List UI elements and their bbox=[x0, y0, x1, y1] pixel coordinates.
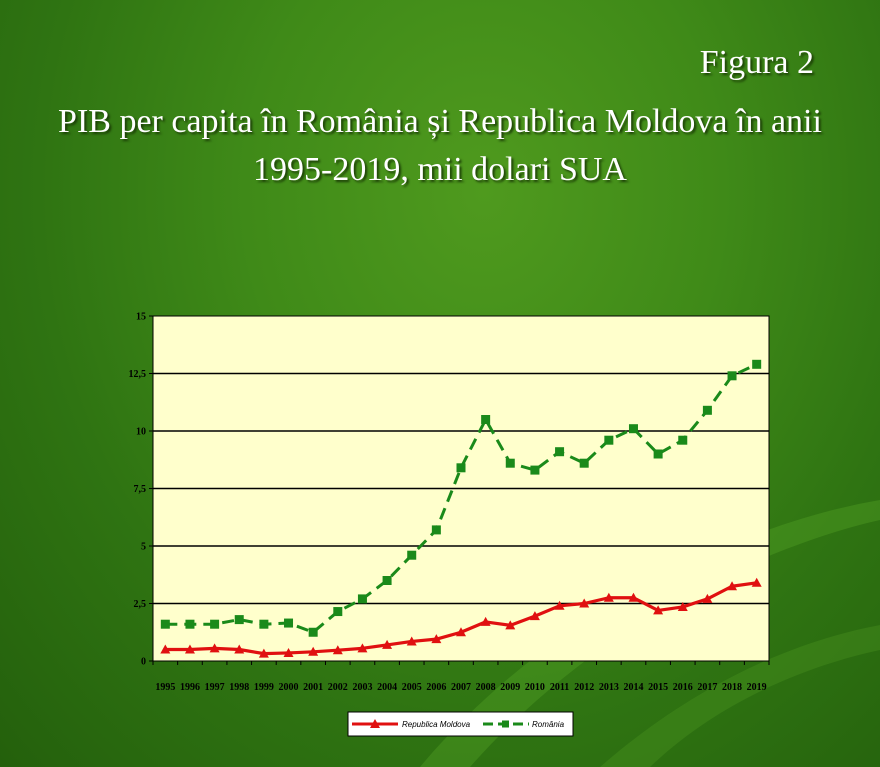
data-point bbox=[284, 618, 294, 628]
data-point bbox=[579, 458, 589, 468]
y-tick-label: 12,5 bbox=[129, 369, 147, 380]
figure-label: Figura 2 bbox=[699, 44, 814, 81]
data-point bbox=[481, 415, 491, 424]
x-tick-label: 2018 bbox=[722, 682, 742, 693]
data-point bbox=[653, 449, 663, 459]
x-tick-label: 2010 bbox=[525, 682, 545, 693]
x-tick-label: 1996 bbox=[180, 682, 200, 693]
series-moldova bbox=[160, 577, 762, 658]
data-point bbox=[407, 550, 417, 560]
data-point bbox=[505, 620, 516, 630]
data-point bbox=[308, 627, 318, 637]
x-tick-label: 2012 bbox=[574, 682, 594, 693]
data-point bbox=[406, 636, 417, 646]
data-point bbox=[653, 605, 664, 615]
y-tick-label: 7,5 bbox=[134, 484, 147, 495]
y-tick-label: 15 bbox=[136, 312, 146, 323]
x-tick-label: 2007 bbox=[451, 682, 471, 693]
x-tick-label: 2006 bbox=[426, 682, 446, 693]
data-point bbox=[308, 646, 319, 656]
x-tick-label: 2013 bbox=[599, 682, 619, 693]
data-point bbox=[210, 619, 220, 629]
data-point bbox=[529, 611, 540, 621]
x-tick-label: 2002 bbox=[328, 682, 348, 693]
data-point bbox=[234, 644, 245, 654]
data-point bbox=[259, 619, 269, 629]
x-tick-label: 2014 bbox=[623, 682, 643, 693]
data-point bbox=[357, 594, 367, 604]
x-tick-label: 2001 bbox=[303, 682, 323, 693]
data-point bbox=[628, 592, 639, 602]
data-point bbox=[160, 619, 170, 629]
x-tick-label: 2019 bbox=[747, 682, 767, 693]
data-point bbox=[751, 577, 762, 587]
data-point bbox=[431, 525, 441, 535]
x-tick-label: 1995 bbox=[155, 682, 175, 693]
legend-marker bbox=[370, 719, 380, 728]
data-point bbox=[752, 359, 762, 369]
legend-label: Republica Moldova bbox=[402, 720, 471, 729]
data-point bbox=[258, 648, 269, 658]
data-point bbox=[702, 593, 713, 603]
data-point bbox=[160, 644, 171, 654]
x-tick-label: 2000 bbox=[279, 682, 299, 693]
data-point bbox=[283, 647, 294, 657]
data-point bbox=[382, 639, 393, 649]
data-point bbox=[727, 581, 738, 591]
data-point bbox=[555, 447, 565, 457]
data-point bbox=[357, 643, 368, 653]
legend: Republica Moldova România bbox=[347, 711, 574, 737]
data-point bbox=[628, 424, 638, 434]
data-point bbox=[382, 576, 392, 585]
data-point bbox=[505, 458, 515, 468]
x-tick-label: 2003 bbox=[352, 682, 372, 693]
data-point bbox=[209, 643, 220, 653]
data-point bbox=[456, 627, 466, 637]
x-tick-label: 2009 bbox=[500, 682, 520, 693]
data-point bbox=[480, 616, 491, 626]
y-tick-label: 10 bbox=[136, 427, 146, 438]
data-point bbox=[677, 601, 688, 611]
x-tick-label: 2004 bbox=[377, 682, 397, 693]
x-tick-label: 2017 bbox=[697, 682, 717, 693]
x-tick-label: 2015 bbox=[648, 682, 668, 693]
data-point bbox=[234, 615, 244, 625]
data-point bbox=[431, 634, 442, 644]
x-tick-label: 2011 bbox=[550, 682, 569, 693]
x-tick-label: 2016 bbox=[673, 682, 693, 693]
y-tick-label: 2,5 bbox=[134, 599, 147, 610]
x-tick-label: 1999 bbox=[254, 682, 274, 693]
x-tick-label: 1997 bbox=[205, 682, 225, 693]
data-point bbox=[333, 607, 343, 617]
data-point bbox=[554, 600, 565, 610]
y-tick-label: 0 bbox=[141, 657, 146, 668]
series-romania bbox=[160, 359, 762, 637]
data-point bbox=[579, 598, 590, 608]
data-point bbox=[184, 644, 195, 654]
data-point bbox=[727, 371, 737, 381]
data-point bbox=[702, 405, 712, 415]
chart-title: PIB per capita în România și Republica M… bbox=[58, 103, 822, 188]
data-point bbox=[456, 463, 466, 473]
data-point bbox=[530, 465, 540, 475]
x-tick-label: 2005 bbox=[402, 682, 422, 693]
data-point bbox=[185, 619, 195, 629]
y-tick-label: 5 bbox=[141, 542, 146, 553]
data-point bbox=[332, 645, 343, 655]
data-point bbox=[678, 435, 688, 445]
data-point bbox=[604, 435, 614, 445]
x-tick-label: 2008 bbox=[476, 682, 496, 693]
x-tick-label: 1998 bbox=[229, 682, 249, 693]
data-point bbox=[603, 592, 614, 602]
legend-label: România bbox=[532, 720, 565, 729]
legend-marker bbox=[502, 720, 509, 728]
